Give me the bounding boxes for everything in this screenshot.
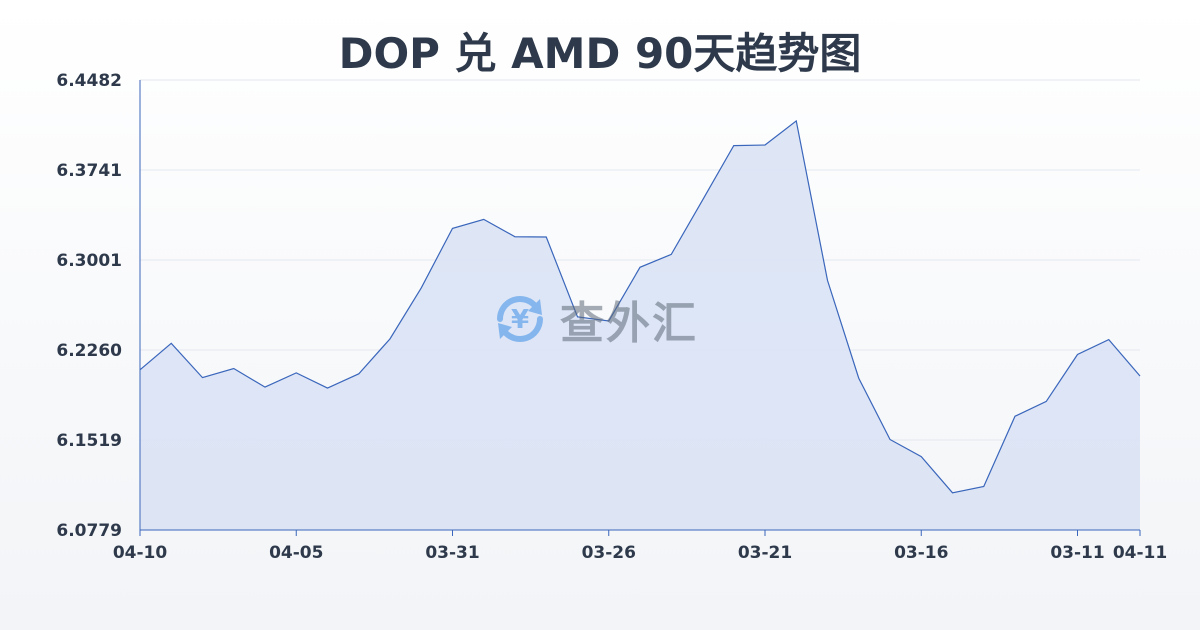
data-point [233,367,235,369]
yen-symbol: ¥ [511,305,529,335]
data-point [795,120,797,122]
x-tick-label: 04-10 [113,543,168,563]
y-tick-label: 6.0779 [56,521,122,541]
y-tick-label: 6.1519 [56,431,122,451]
x-tick-label: 04-11 [1113,543,1167,563]
data-point [670,253,672,255]
data-point [1108,339,1110,341]
data-point [202,377,204,379]
x-tick-label: 03-11 [1050,543,1104,563]
data-point [1077,354,1079,356]
data-point [545,236,547,238]
x-tick-label: 03-31 [425,543,479,563]
data-point [452,227,454,229]
data-point [264,386,266,388]
data-point [358,373,360,375]
data-point [764,144,766,146]
data-point [858,377,860,379]
x-tick-label: 03-16 [894,543,948,563]
data-point [170,342,172,344]
series-area [140,120,1140,530]
data-point [702,199,704,201]
x-tick-label: 03-21 [738,543,792,563]
chart-title: DOP 兑 AMD 90天趋势图 [338,29,862,78]
data-point [295,372,297,374]
watermark: ¥ 查外汇 [490,287,698,351]
y-tick-label: 6.3001 [56,251,122,271]
data-point [327,387,329,389]
data-point [983,485,985,487]
watermark-text: 查外汇 [560,298,698,349]
data-point [1014,415,1016,417]
y-tick-label: 6.2260 [56,341,122,361]
currency-exchange-icon: ¥ [497,296,543,342]
data-point [889,438,891,440]
data-point [514,236,516,238]
data-point [420,287,422,289]
x-tick-label: 03-26 [582,543,636,563]
data-point [1139,375,1141,377]
data-point [1045,400,1047,402]
data-point [639,266,641,268]
data-point [920,456,922,458]
data-point [389,338,391,340]
data-point [733,145,735,147]
series-line [139,119,1141,494]
y-tick-label: 6.4482 [56,71,122,91]
y-tick-label: 6.3741 [56,161,122,181]
data-point [952,492,954,494]
data-point [827,279,829,281]
x-tick-label: 04-05 [269,543,323,563]
data-point [483,218,485,220]
